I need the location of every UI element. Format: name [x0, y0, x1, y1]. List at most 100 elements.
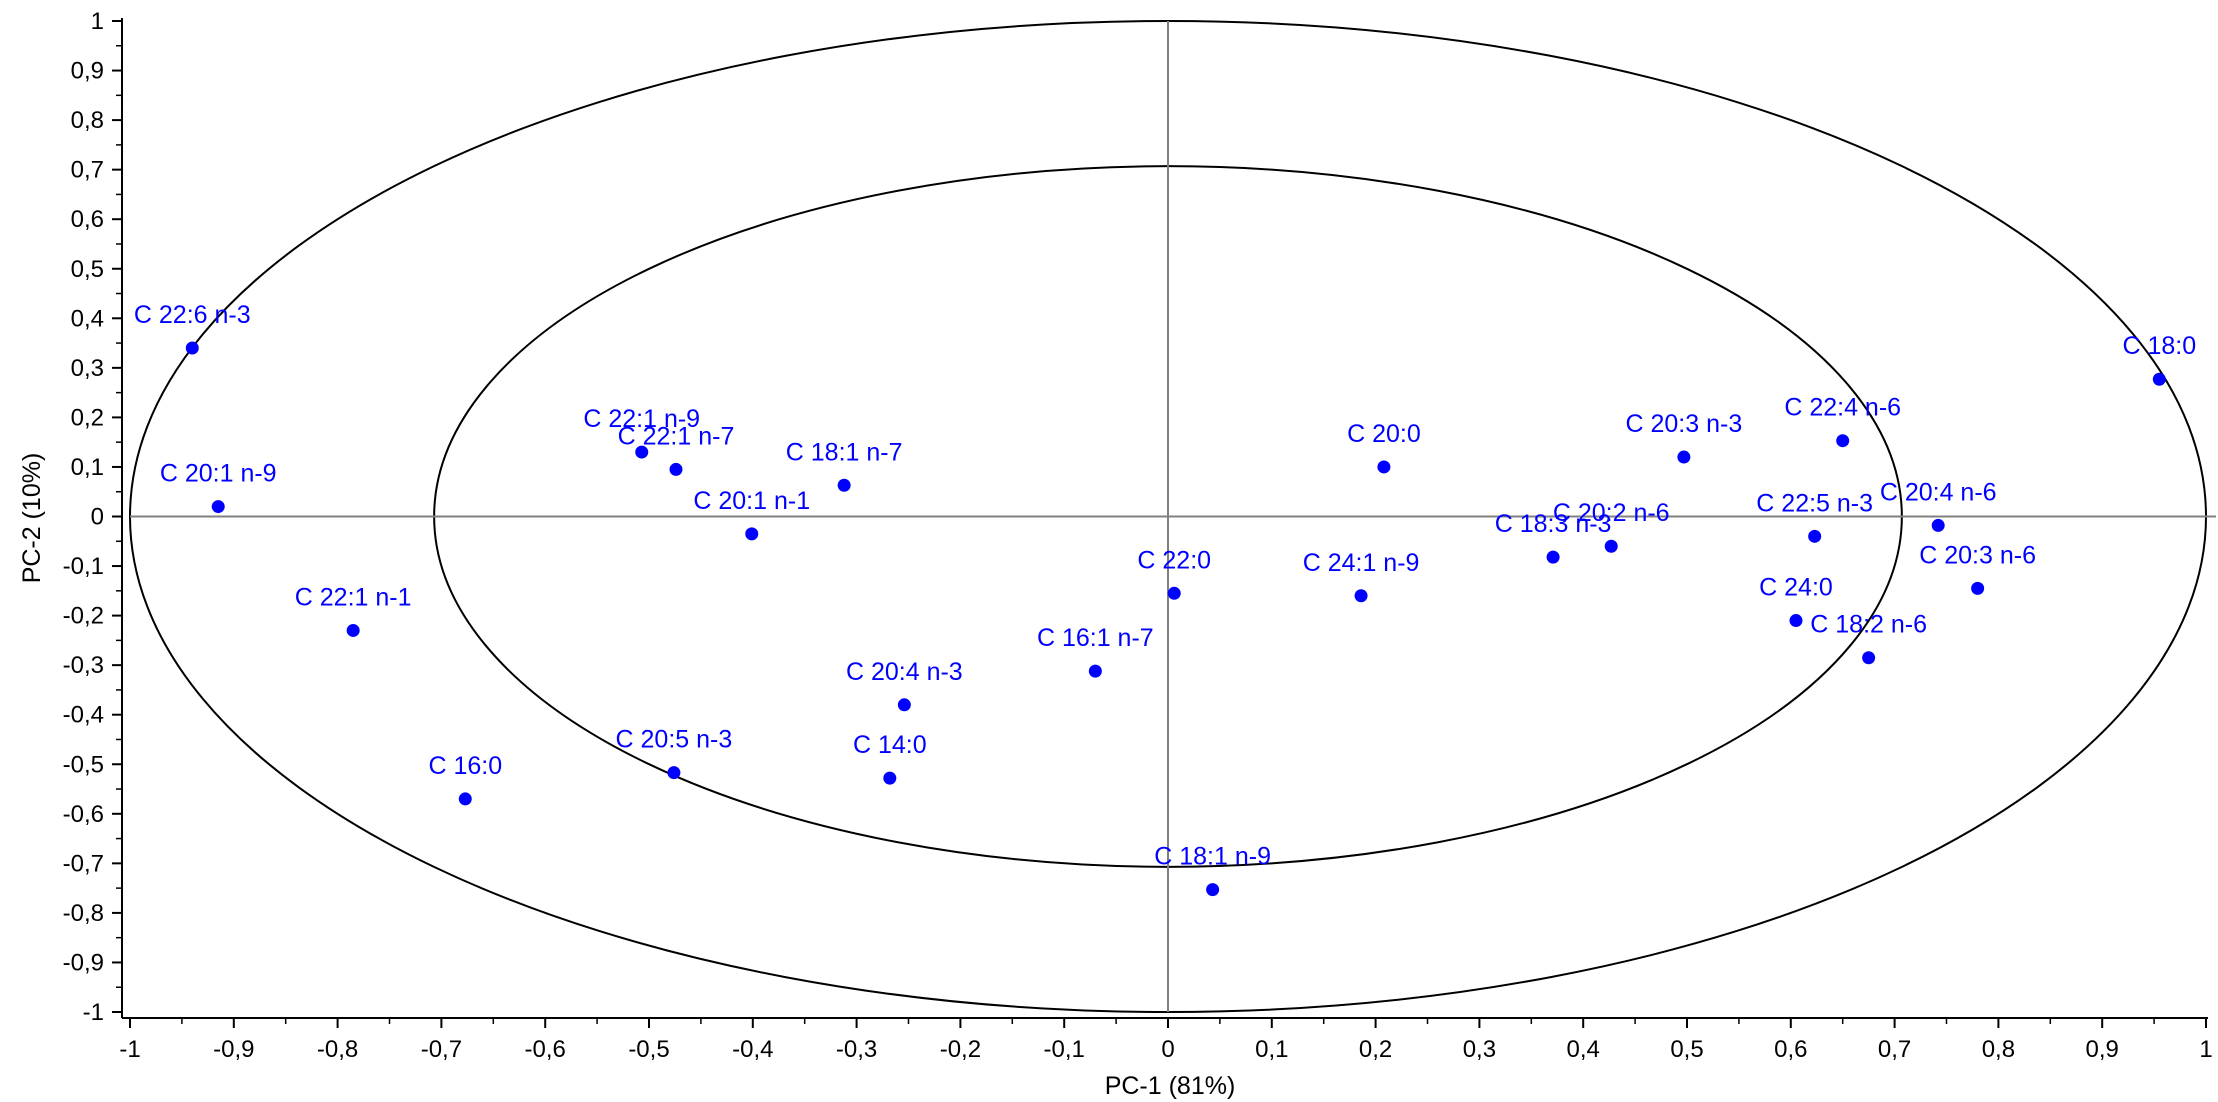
data-point [667, 766, 681, 780]
x-tick-label: 0,2 [1359, 1036, 1392, 1063]
data-point-label: C 24:0 [1759, 574, 1833, 602]
data-point-label: C 20:4 n-6 [1880, 478, 1997, 506]
data-point-label: C 22:1 n-9 [583, 405, 700, 433]
y-tick-label: -0,5 [63, 751, 104, 778]
data-point [458, 792, 472, 806]
y-tick-label: -0,8 [63, 900, 104, 927]
x-tick-label: -0,7 [421, 1036, 462, 1063]
data-point [1677, 450, 1691, 464]
x-tick-label: -1 [119, 1036, 140, 1063]
data-point [745, 527, 759, 541]
data-point [2152, 372, 2166, 386]
x-tick-label: -0,2 [940, 1036, 981, 1063]
y-tick-label: 0,9 [71, 58, 104, 85]
y-tick-label: -0,7 [63, 850, 104, 877]
data-point [837, 478, 851, 492]
x-tick-label: 0,9 [2086, 1036, 2119, 1063]
data-point [1836, 434, 1850, 448]
data-point-label: C 22:1 n-7 [618, 422, 735, 450]
data-point-label: C 22:5 n-3 [1756, 489, 1873, 517]
y-tick-label: 0,5 [71, 256, 104, 283]
x-axis-title: PC-1 (81%) [1105, 1072, 1236, 1100]
data-point-label: C 18:1 n-7 [786, 438, 903, 466]
data-point-label: C 22:6 n-3 [134, 301, 251, 329]
data-point [897, 698, 911, 712]
data-point [1377, 460, 1391, 474]
y-tick-label: 0,1 [71, 454, 104, 481]
data-point [1354, 589, 1368, 603]
data-point-label: C 20:1 n-9 [160, 460, 277, 488]
x-tick-label: 0,8 [1982, 1036, 2015, 1063]
x-tick-label: -0,6 [525, 1036, 566, 1063]
data-point-label: C 16:0 [428, 752, 502, 780]
data-point-label: C 16:1 n-7 [1037, 624, 1154, 652]
x-tick-label: -0,8 [317, 1036, 358, 1063]
data-point-label: C 20:2 n-6 [1553, 499, 1670, 527]
data-point [1808, 529, 1822, 543]
data-point-label: C 22:0 [1137, 546, 1211, 574]
y-tick-label: 0,8 [71, 107, 104, 134]
data-point-label: C 14:0 [853, 731, 927, 759]
data-point [1789, 614, 1803, 628]
data-point-label: C 18:1 n-9 [1154, 843, 1271, 871]
data-point-label: C 18:2 n-6 [1810, 611, 1927, 639]
x-tick-label: 0 [1161, 1036, 1174, 1063]
x-tick-label: 0,6 [1774, 1036, 1807, 1063]
x-tick-label: 1 [2199, 1036, 2212, 1063]
data-point [1971, 581, 1985, 595]
data-point [669, 462, 683, 476]
x-tick-label: -0,5 [628, 1036, 669, 1063]
data-point-label: C 22:1 n-1 [295, 583, 412, 611]
data-point [211, 500, 225, 514]
data-point [1931, 518, 1945, 532]
data-point [635, 445, 649, 459]
data-point [1206, 883, 1220, 897]
y-axis-title: PC-2 (10%) [18, 453, 46, 584]
y-axis-ticks: -1 -0,9 -0,8 -0,7 -0,6 -0,5 -0,4 -0,3 -0,2 -0,1 0 0… [63, 8, 122, 1026]
x-tick-label: -0,9 [213, 1036, 254, 1063]
data-point [1604, 539, 1618, 553]
data-point [1546, 550, 1560, 564]
zero-reference-lines [130, 21, 2216, 1012]
data-point [883, 771, 897, 785]
data-point [1167, 586, 1181, 600]
data-point-label: C 20:4 n-3 [846, 658, 963, 686]
x-tick-label: 0,7 [1878, 1036, 1911, 1063]
data-point-label: C 20:5 n-3 [616, 726, 733, 754]
y-tick-label: 0,7 [71, 157, 104, 184]
axes-frame [121, 18, 2208, 1019]
x-tick-label: 0,1 [1255, 1036, 1288, 1063]
data-point-label: C 22:4 n-6 [1784, 394, 1901, 422]
data-point-label: C 20:0 [1347, 420, 1421, 448]
data-point-label: C 20:1 n-1 [693, 487, 810, 515]
x-tick-label: 0,5 [1670, 1036, 1703, 1063]
y-tick-label: -1 [83, 999, 104, 1026]
data-point [1862, 651, 1876, 665]
data-point [1088, 664, 1102, 678]
x-tick-label: 0,3 [1463, 1036, 1496, 1063]
y-tick-label: 0,2 [71, 404, 104, 431]
data-point-label: C 24:1 n-9 [1303, 549, 1420, 577]
data-point-label: C 18:0 [2122, 332, 2196, 360]
data-point [346, 623, 360, 637]
y-tick-label: 0,3 [71, 355, 104, 382]
x-tick-label: -0,4 [732, 1036, 773, 1063]
data-point-label: C 18:3 n-3 [1495, 510, 1612, 538]
x-tick-label: -0,3 [836, 1036, 877, 1063]
data-points: C 22:6 n-3 C 20:1 n-9 C 22:1 n-1 C 16:0 C 22… [134, 301, 2196, 897]
y-tick-label: -0,9 [63, 949, 104, 976]
y-tick-label: -0,1 [63, 553, 104, 580]
data-point [185, 341, 199, 355]
x-axis-ticks: -1 -0,9 -0,8 -0,7 -0,6 -0,5 -0,4 -0,3 -0,2 -0,1 0 0… [119, 1018, 2213, 1063]
data-point-label: C 20:3 n-6 [1919, 541, 2036, 569]
y-tick-label: 0,4 [71, 305, 104, 332]
data-point-label: C 20:3 n-3 [1626, 410, 1743, 438]
y-tick-label: 0 [91, 504, 104, 531]
y-tick-label: 1 [91, 8, 104, 35]
y-tick-label: -0,6 [63, 801, 104, 828]
y-tick-label: -0,2 [63, 603, 104, 630]
x-tick-label: -0,1 [1044, 1036, 1085, 1063]
y-tick-label: -0,4 [63, 702, 104, 729]
y-tick-label: -0,3 [63, 652, 104, 679]
